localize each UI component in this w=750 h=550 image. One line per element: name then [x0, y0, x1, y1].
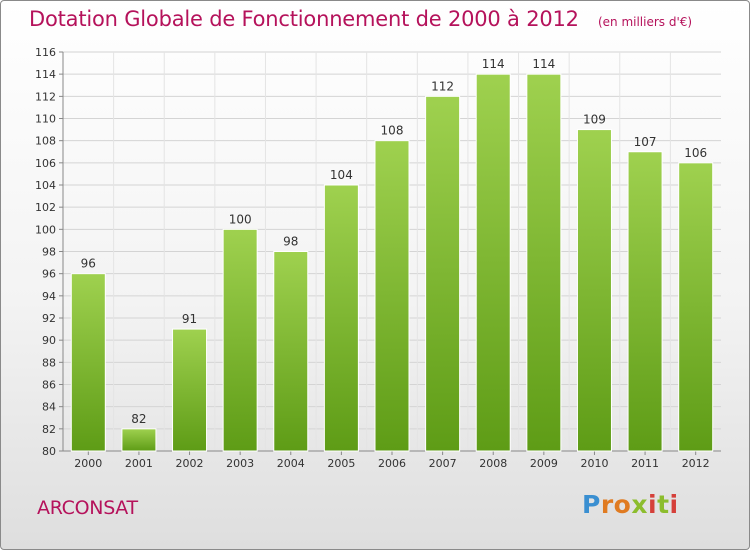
logo-letter: P: [582, 490, 601, 519]
y-tick-label: 110: [35, 113, 56, 126]
y-tick-label: 92: [42, 312, 56, 325]
y-tick-label: 98: [42, 246, 56, 259]
bar-2002: [172, 328, 208, 452]
y-tick-label: 88: [42, 356, 56, 369]
commune-name: ARCONSAT: [37, 497, 138, 519]
x-tick-label: 2000: [74, 457, 102, 470]
value-label: 114: [532, 57, 555, 71]
x-tick-label: 2002: [176, 457, 204, 470]
y-tick-label: 104: [35, 179, 56, 192]
proxiti-logo[interactable]: Proxiti: [582, 490, 679, 519]
y-tick-label: 90: [42, 334, 56, 347]
value-label: 109: [583, 113, 606, 127]
bar-2012: [678, 162, 714, 452]
bar-2006: [374, 140, 410, 452]
bar-2010: [576, 129, 612, 452]
y-tick-label: 112: [35, 90, 56, 103]
x-tick-label: 2003: [226, 457, 254, 470]
value-label: 104: [330, 168, 353, 182]
x-tick-label: 2001: [125, 457, 153, 470]
bar-2008: [475, 73, 511, 452]
y-tick-label: 114: [35, 68, 56, 81]
logo-letter: r: [600, 490, 614, 519]
title-row: Dotation Globale de Fonctionnement de 20…: [29, 7, 692, 31]
value-label: 106: [684, 146, 707, 160]
bar-2009: [526, 73, 562, 452]
y-tick-label: 94: [42, 290, 56, 303]
x-tick-label: 2010: [580, 457, 608, 470]
bar-2003: [222, 228, 258, 452]
logo-letter: i: [648, 490, 658, 519]
x-tick-label: 2006: [378, 457, 406, 470]
value-label: 108: [381, 124, 404, 138]
value-label: 114: [482, 57, 505, 71]
y-tick-label: 100: [35, 223, 56, 236]
value-label: 91: [182, 312, 197, 326]
value-label: 96: [81, 257, 96, 271]
x-tick-label: 2012: [682, 457, 710, 470]
y-tick-label: 102: [35, 201, 56, 214]
bar-2011: [627, 151, 663, 452]
logo-letter: x: [631, 490, 648, 519]
y-tick-label: 116: [35, 46, 56, 59]
bar-2007: [425, 95, 461, 452]
y-tick-label: 82: [42, 423, 56, 436]
value-label: 107: [634, 135, 657, 149]
bar-2004: [273, 251, 309, 452]
logo-letter: t: [657, 490, 670, 519]
value-label: 112: [431, 79, 454, 93]
y-tick-label: 106: [35, 157, 56, 170]
y-tick-label: 80: [42, 445, 56, 458]
x-tick-label: 2009: [530, 457, 558, 470]
logo-letter: i: [669, 490, 679, 519]
y-tick-label: 108: [35, 135, 56, 148]
bar-layer: [70, 73, 714, 452]
bar-2000: [70, 273, 106, 452]
x-tick-label: 2011: [631, 457, 659, 470]
x-tick-label: 2005: [327, 457, 355, 470]
value-label: 82: [131, 412, 146, 426]
chart-title: Dotation Globale de Fonctionnement de 20…: [29, 7, 579, 31]
y-tick-label: 84: [42, 401, 56, 414]
y-tick-label: 96: [42, 268, 56, 281]
logo-letter: o: [613, 490, 632, 519]
label-layer: 96 2000 82 2001 91 2002 100 2003 98 2004 104 2005 10…: [74, 57, 709, 470]
x-tick-label: 2004: [277, 457, 305, 470]
bar-2005: [323, 184, 359, 452]
value-label: 98: [283, 235, 298, 249]
bar-2001: [121, 428, 157, 452]
y-tick-label: 86: [42, 379, 56, 392]
value-label: 100: [229, 212, 252, 226]
chart-unit: (en milliers d'€): [597, 15, 693, 29]
x-tick-label: 2008: [479, 457, 507, 470]
x-tick-label: 2007: [429, 457, 457, 470]
